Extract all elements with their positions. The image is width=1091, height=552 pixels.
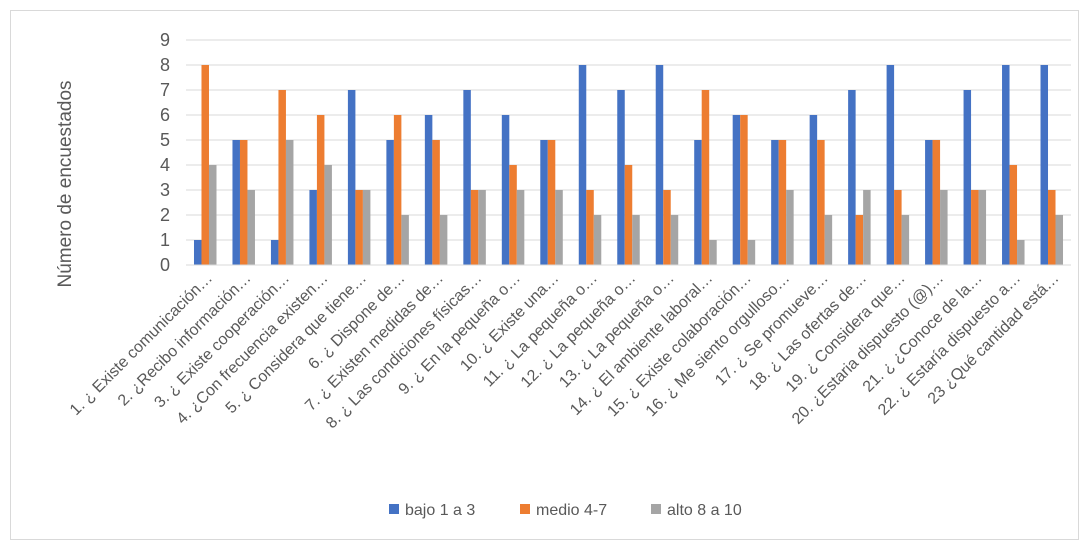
y-tick-label: 9	[160, 30, 170, 50]
bar	[309, 190, 317, 265]
bar	[208, 165, 217, 265]
bar	[963, 90, 972, 265]
bar	[978, 190, 987, 265]
bar-chart: 0 1 2 3 4 5 6 7 8 9 1. ¿ Existe comunicación…2. ¿…	[55, 30, 1071, 519]
bar	[463, 90, 471, 265]
bar	[855, 215, 864, 265]
bar	[247, 190, 255, 265]
y-tick-label: 2	[160, 205, 170, 225]
bar	[940, 190, 948, 265]
bar	[1002, 65, 1010, 265]
y-tick-label: 3	[160, 180, 170, 200]
bar	[439, 215, 448, 265]
bar	[624, 165, 633, 265]
bar	[401, 215, 409, 265]
bar	[778, 140, 787, 265]
bar	[694, 140, 702, 265]
bar	[555, 190, 563, 265]
y-axis-title: Número de encuestados	[55, 80, 76, 287]
bar	[547, 140, 556, 265]
bar	[732, 115, 741, 265]
bar	[663, 190, 671, 265]
bar	[578, 65, 587, 265]
bar	[593, 215, 602, 265]
bar	[270, 240, 279, 265]
bar	[239, 140, 248, 265]
bar	[632, 215, 640, 265]
bar	[347, 90, 356, 265]
x-axis-category-labels: 1. ¿ Existe comunicación…2. ¿Recibo info…	[67, 270, 1063, 432]
bar	[1040, 65, 1049, 265]
bar	[501, 115, 510, 265]
bar	[655, 65, 664, 265]
bar	[201, 65, 209, 265]
legend-label: bajo 1 a 3	[405, 502, 475, 519]
y-tick-label: 5	[160, 130, 170, 150]
bars	[193, 65, 1064, 265]
bar	[1055, 215, 1064, 265]
bar	[362, 190, 371, 265]
y-tick-label: 8	[160, 55, 170, 75]
bar	[925, 140, 933, 265]
bar	[740, 115, 748, 265]
bar	[324, 165, 332, 265]
bar	[540, 140, 548, 265]
y-tick-label: 1	[160, 230, 170, 250]
bar	[1048, 190, 1056, 265]
bar	[193, 240, 202, 265]
bar	[617, 90, 625, 265]
y-tick-label: 6	[160, 105, 170, 125]
bar	[1017, 240, 1025, 265]
bar	[1009, 165, 1018, 265]
legend-swatch	[520, 504, 530, 514]
bar	[285, 140, 294, 265]
bar	[932, 140, 941, 265]
legend: bajo 1 a 3 medio 4-7 alto 8 a 10	[389, 502, 742, 519]
bar	[863, 190, 871, 265]
bar	[709, 240, 717, 265]
bar	[701, 90, 710, 265]
bar	[747, 240, 756, 265]
y-tick-label: 7	[160, 80, 170, 100]
bar	[393, 115, 402, 265]
legend-label: medio 4-7	[536, 502, 607, 519]
bar	[894, 190, 902, 265]
bar	[316, 115, 325, 265]
bar	[886, 65, 895, 265]
bar	[509, 165, 517, 265]
bar	[809, 115, 818, 265]
bar	[386, 140, 394, 265]
gridlines	[186, 39, 1071, 241]
bar	[516, 190, 525, 265]
bar	[848, 90, 856, 265]
legend-label: alto 8 a 10	[667, 502, 742, 519]
y-tick-label: 4	[160, 155, 170, 175]
bar	[478, 190, 486, 265]
bar	[824, 215, 833, 265]
bar	[771, 140, 779, 265]
y-tick-label: 0	[160, 255, 170, 275]
bar	[817, 140, 825, 265]
legend-swatch	[389, 504, 399, 514]
chart-frame: 0 1 2 3 4 5 6 7 8 9 1. ¿ Existe comunicación… 2. ¿…	[10, 10, 1079, 540]
bar	[670, 215, 679, 265]
bar	[432, 140, 440, 265]
bar	[470, 190, 479, 265]
bar	[278, 90, 286, 265]
bar	[424, 115, 433, 265]
bar	[901, 215, 910, 265]
legend-swatch	[651, 504, 661, 514]
bar	[355, 190, 363, 265]
bar	[586, 190, 594, 265]
bar	[971, 190, 979, 265]
bar	[232, 140, 240, 265]
y-axis-ticks: 0 1 2 3 4 5 6 7 8 9	[160, 30, 170, 275]
bar	[786, 190, 794, 265]
